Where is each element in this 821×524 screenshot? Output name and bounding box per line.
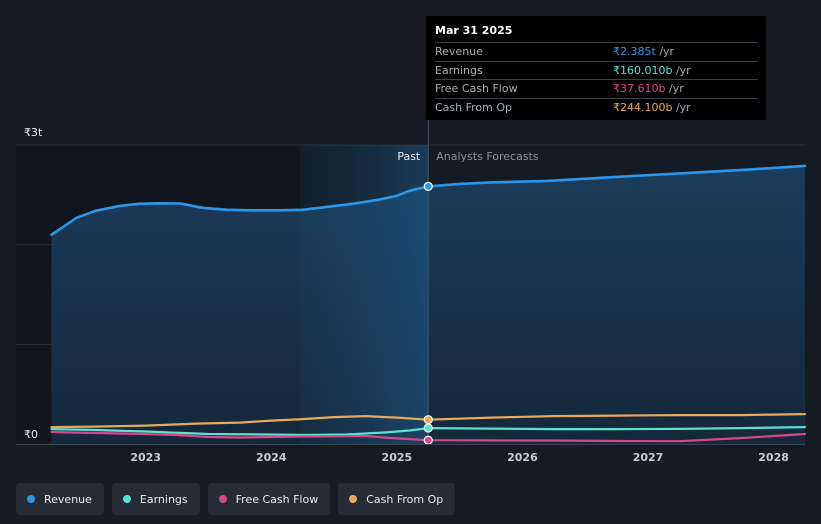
legend-item-cash-from-op[interactable]: Cash From Op [338, 483, 456, 515]
tooltip-unit: /yr [675, 63, 691, 77]
legend-label: Revenue [44, 492, 92, 506]
tooltip-label: Revenue [435, 45, 483, 58]
forecast-label: Analysts Forecasts [436, 150, 539, 163]
tooltip-date: Mar 31 2025 [435, 24, 513, 37]
data-tooltip: Mar 31 2025 Revenue ₹2.385t /yr Earnings… [426, 16, 766, 120]
cfo-line [50, 413, 807, 429]
tooltip-label: Cash From Op [435, 100, 513, 114]
tooltip-unit: /yr [668, 82, 684, 95]
tooltip-label: Earnings [435, 63, 483, 77]
fcf-line [50, 430, 807, 443]
tooltip-unit: /yr [659, 45, 675, 58]
tooltip-value: ₹244.100b /yr [613, 99, 691, 117]
legend-label: Earnings [139, 492, 188, 506]
past-label: Past [397, 150, 421, 163]
revenue-line [50, 164, 807, 236]
tooltip-value: ₹160.010b /yr [613, 62, 691, 80]
x-tick-label: 2027 [633, 451, 664, 464]
tooltip-row-free-cash-flow: Free Cash Flow ₹37.610b /yr [435, 79, 758, 98]
y-tick-label: ₹0 [24, 428, 38, 441]
legend-dot-icon [218, 495, 227, 503]
earnings-marker [423, 423, 433, 433]
revenue-marker [423, 181, 433, 191]
legend-item-free-cash-flow[interactable]: Free Cash Flow [207, 483, 331, 515]
legend-dot-icon [27, 495, 35, 503]
legend-label: Free Cash Flow [235, 492, 319, 506]
y-tick-label: ₹3t [24, 126, 43, 139]
x-tick-label: 2028 [758, 451, 789, 464]
legend-dot-icon [122, 495, 131, 503]
tooltip-value-earnings: ₹160.010b [613, 63, 673, 77]
x-tick-label: 2023 [130, 451, 161, 464]
tooltip-value: ₹37.610b /yr [613, 80, 684, 98]
tooltip-value-revenue: ₹2.385t [613, 45, 656, 58]
x-tick-label: 2024 [256, 451, 287, 464]
legend-item-earnings[interactable]: Earnings [111, 483, 200, 515]
tooltip-value: ₹2.385t /yr [613, 43, 674, 61]
past-highlight-band [300, 145, 429, 444]
legend-dot-icon [349, 495, 358, 503]
tooltip-value-cfo: ₹244.100b [613, 100, 673, 114]
tooltip-row-earnings: Earnings ₹160.010b /yr [435, 60, 758, 80]
tooltip-row-cash-from-op: Cash From Op ₹244.100b /yr [435, 97, 758, 117]
tooltip-label: Free Cash Flow [435, 82, 518, 95]
cfo-marker [423, 415, 433, 425]
tooltip-value-fcf: ₹37.610b [613, 82, 666, 95]
x-tick-label: 2025 [382, 451, 413, 464]
earnings-line [50, 426, 807, 437]
legend-item-revenue[interactable]: Revenue [16, 483, 104, 515]
chart-legend: Revenue Earnings Free Cash Flow Cash Fro… [16, 483, 456, 515]
legend-label: Cash From Op [366, 492, 444, 506]
fcf-marker [423, 435, 433, 445]
tooltip-row-revenue: Revenue ₹2.385t /yr [435, 42, 758, 61]
tooltip-unit: /yr [675, 100, 691, 114]
x-tick-label: 2026 [507, 451, 538, 464]
